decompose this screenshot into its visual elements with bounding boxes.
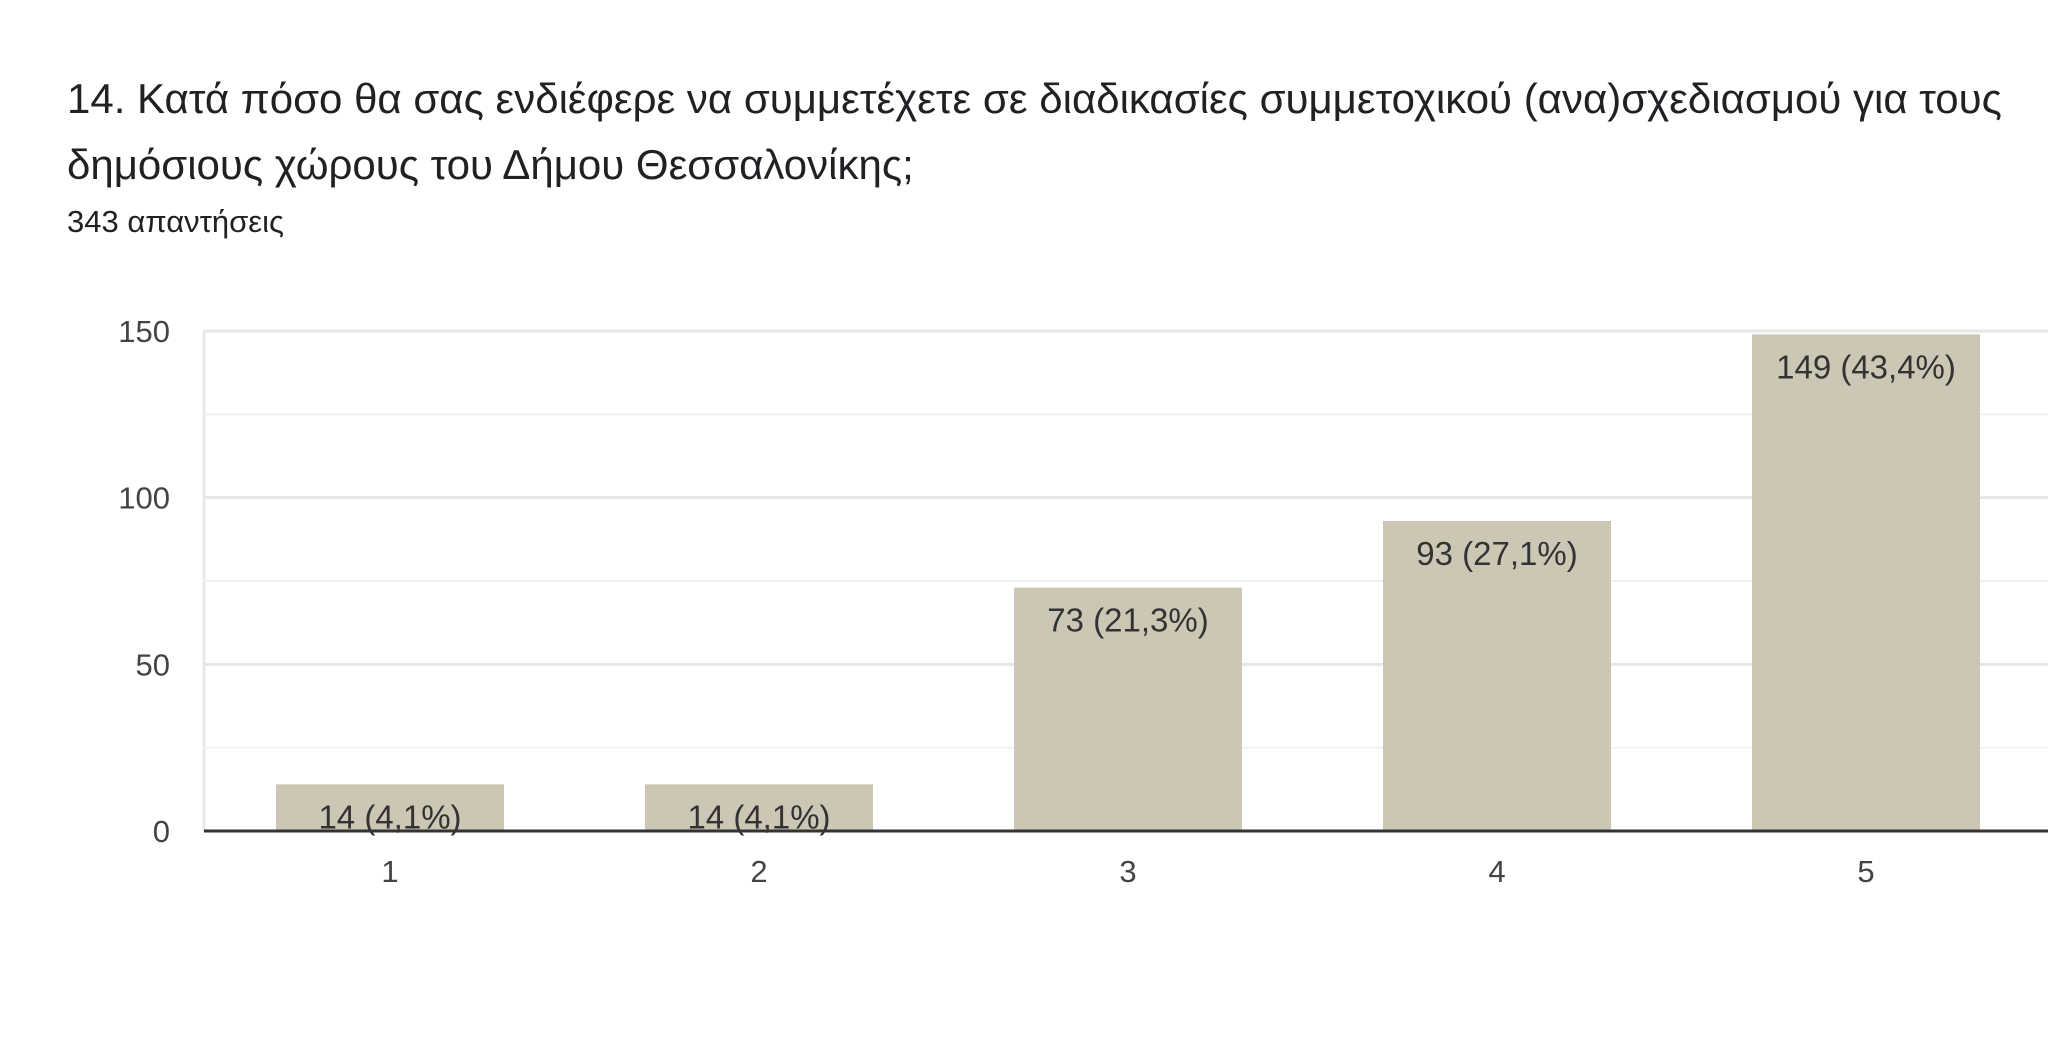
- y-tick-label: 150: [118, 314, 170, 349]
- grid-lines: [202, 329, 2048, 831]
- y-tick-label: 100: [118, 481, 170, 516]
- x-tick-label: 4: [1488, 854, 1505, 889]
- y-tick-label: 50: [136, 647, 170, 682]
- bar: [276, 784, 504, 831]
- bar: [1014, 587, 1242, 831]
- bar-data-label: 14 (4,1%): [687, 798, 830, 835]
- labels: 0 50 100 150 14 (4,1%) 1 14 (4,1%) 2 73 (21,3%) 3…: [118, 314, 1956, 889]
- x-tick-label: 5: [1857, 854, 1874, 889]
- x-tick-label: 2: [750, 854, 767, 889]
- x-tick-label: 1: [381, 854, 398, 889]
- bar-data-label: 73 (21,3%): [1047, 602, 1208, 639]
- bar: [1383, 521, 1611, 831]
- bars: [276, 334, 1980, 831]
- y-tick-label: 0: [153, 814, 170, 849]
- bar-data-label: 14 (4,1%): [318, 798, 461, 835]
- response-count: 343 απαντήσεις: [67, 204, 284, 239]
- bar-data-label: 93 (27,1%): [1416, 535, 1577, 572]
- bar-data-label: 149 (43,4%): [1776, 348, 1956, 385]
- bar: [645, 784, 873, 831]
- x-tick-label: 3: [1119, 854, 1136, 889]
- bar: [1752, 334, 1980, 831]
- question-title: 14. Κατά πόσο θα σας ενδιέφερε να συμμετ…: [67, 75, 2002, 188]
